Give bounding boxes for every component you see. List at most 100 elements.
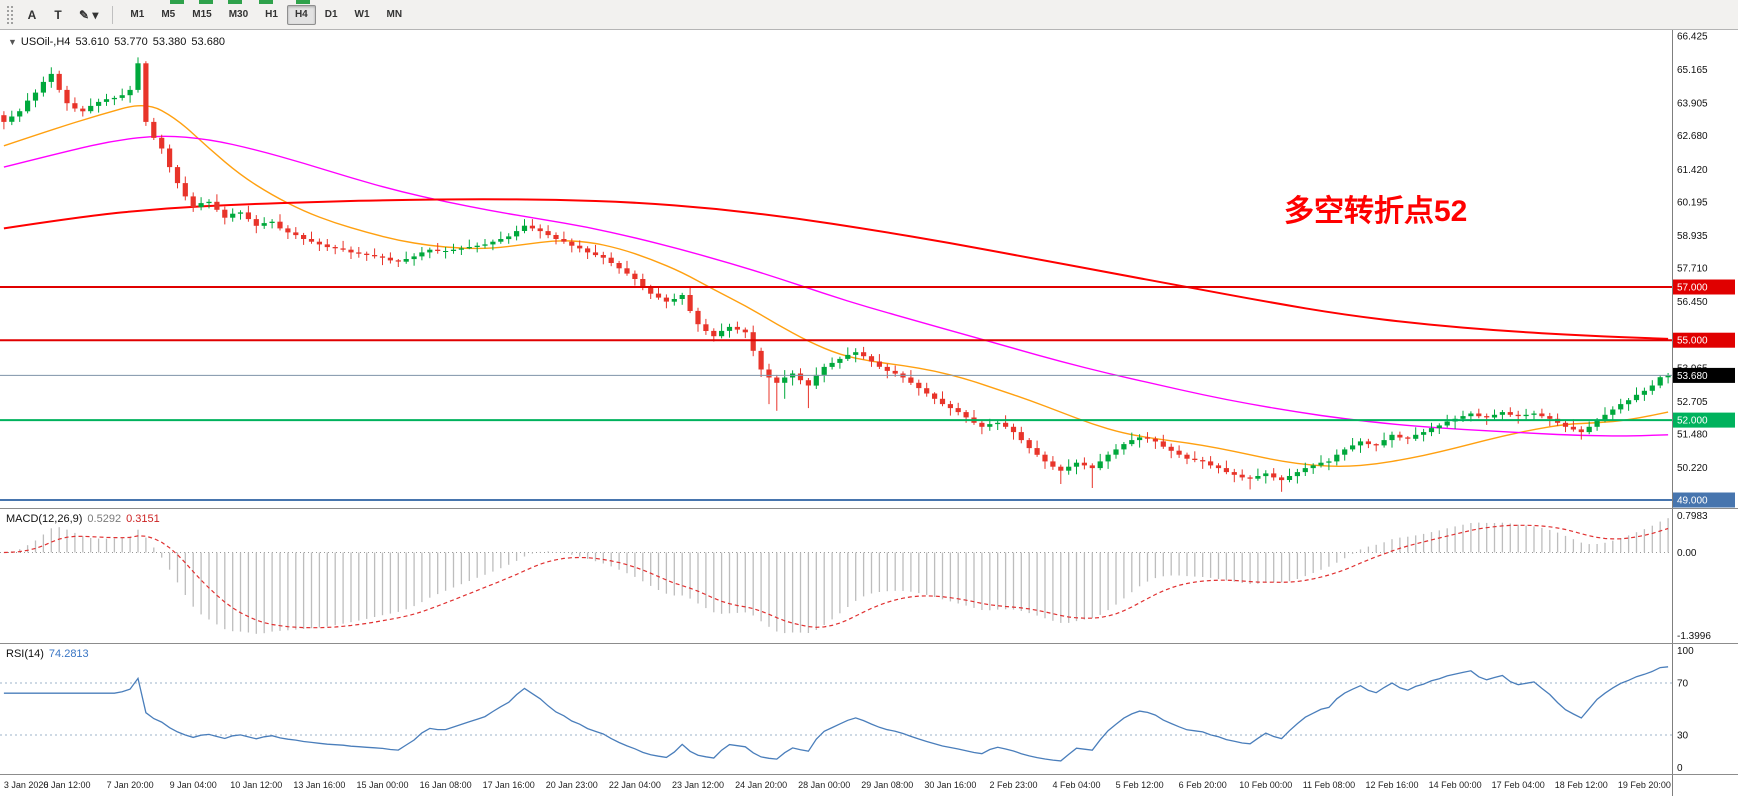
tool-text-button[interactable]: A <box>20 4 44 26</box>
candle-body <box>821 366 827 375</box>
macd-signal-line <box>3 524 1669 629</box>
candle-body <box>782 377 788 383</box>
time-axis-label: 3 Jan 2020 <box>4 780 49 790</box>
rsi-axis-label: 0 <box>1677 763 1683 774</box>
candle-body <box>1523 414 1529 417</box>
candle-body <box>48 73 54 82</box>
candle-body <box>1397 434 1403 438</box>
candle-body <box>1239 474 1245 478</box>
chart-canvas[interactable]: 66.425 65.165 63.905 62.680 61.420 60.195 58.9… <box>0 30 1738 796</box>
candle-body <box>1294 472 1300 477</box>
candle-body <box>600 255 606 258</box>
time-axis-label: 24 Jan 20:00 <box>735 780 787 790</box>
candle-body <box>561 239 567 242</box>
horizontal-lines-layer <box>0 286 1672 501</box>
candle-body <box>1484 416 1490 418</box>
ma-line-slow <box>3 198 1669 340</box>
candle-body <box>868 356 875 362</box>
tool-type-button[interactable]: T <box>46 4 70 26</box>
time-axis-label: 10 Jan 12:00 <box>230 780 282 790</box>
cropped-window-artifact <box>296 0 310 4</box>
candle-body <box>506 236 512 240</box>
candle-body <box>1657 377 1663 386</box>
macd-axis-label: 0.00 <box>1677 548 1697 559</box>
candle-body <box>987 424 993 427</box>
timeframe-button-m1[interactable]: M1 <box>122 5 152 25</box>
candle-body <box>1421 432 1427 435</box>
candle-body <box>419 252 425 257</box>
timeframe-button-m5[interactable]: M5 <box>153 5 183 25</box>
candle-body <box>1310 465 1316 469</box>
candle-body <box>861 352 867 357</box>
candle-body <box>269 221 275 223</box>
cropped-window-artifact <box>199 0 213 4</box>
timeframe-toolbar: M1 M5 M15 M30 H1 H4 D1 W1 MN <box>122 4 411 25</box>
price-axis-tick: 51.480 <box>1677 430 1708 441</box>
time-axis-label: 2 Feb 23:00 <box>989 780 1037 790</box>
rsi-line <box>3 666 1669 762</box>
candle-body <box>1413 434 1419 439</box>
candle-body <box>577 245 583 249</box>
ohlc-open: 53.610 <box>75 36 110 48</box>
time-axis-label: 11 Feb 08:00 <box>1303 780 1355 790</box>
candle-body <box>182 183 188 197</box>
price-label-box <box>1673 492 1735 508</box>
candle-body <box>1602 414 1608 421</box>
candle-body <box>1626 400 1632 405</box>
candle-body <box>301 235 307 239</box>
candle-body <box>135 63 141 90</box>
candle-body <box>119 95 125 98</box>
candle-body <box>127 89 133 96</box>
candle-body <box>585 248 591 253</box>
timeframe-button-mn[interactable]: MN <box>379 5 411 25</box>
timeframe-button-h1[interactable]: H1 <box>257 5 286 25</box>
candle-body <box>1073 462 1080 467</box>
candle-body <box>174 167 181 184</box>
macd-main-value: 0.5292 <box>87 513 122 525</box>
price-label-box <box>1673 332 1735 348</box>
chart-expand-icon[interactable]: ▼ <box>8 37 17 47</box>
candle-body <box>845 354 851 359</box>
candle-body <box>1436 425 1442 429</box>
candle-body <box>521 225 528 231</box>
candle-body <box>726 326 733 331</box>
candle-body <box>1334 454 1340 462</box>
ma-line-medium <box>3 135 1669 437</box>
candle-body <box>1097 461 1103 469</box>
candle-body <box>608 257 614 263</box>
candle-body <box>1326 461 1332 463</box>
price-axis-tick: 50.220 <box>1677 463 1708 474</box>
candle-body <box>450 249 457 251</box>
timeframe-button-h4[interactable]: H4 <box>286 4 316 25</box>
price-axis-tick: 60.195 <box>1677 197 1708 208</box>
candle-body <box>1578 429 1584 433</box>
candle-body <box>458 248 464 250</box>
timeframe-button-d1[interactable]: D1 <box>317 5 346 25</box>
time-axis-label: 9 Jan 04:00 <box>170 780 217 790</box>
candle-body <box>427 249 433 253</box>
chart-title: ▼ USOil-,H4 53.610 53.770 53.380 53.680 <box>8 36 230 48</box>
time-axis-label: 17 Feb 04:00 <box>1492 780 1545 790</box>
timeframe-button-w1[interactable]: W1 <box>347 5 378 25</box>
tool-drawings-button[interactable]: ✎ ▾ <box>72 4 105 26</box>
chart-text-annotation[interactable]: 多空转折点52 <box>1284 195 1468 228</box>
candle-body <box>569 241 575 246</box>
candle-body <box>1649 385 1655 391</box>
candle-body <box>1223 468 1229 473</box>
candle-body <box>1570 426 1576 430</box>
rsi-name: RSI(14) <box>6 648 44 660</box>
macd-signal-value: 0.3151 <box>126 513 160 525</box>
candle-body <box>403 259 409 262</box>
candle-body <box>411 256 417 260</box>
price-axis-tick: 66.425 <box>1677 32 1708 43</box>
timeframe-button-m15[interactable]: M15 <box>184 5 219 25</box>
candle-body <box>253 219 259 226</box>
toolbar-grip[interactable] <box>6 4 13 25</box>
candle-body <box>435 249 441 251</box>
timeframe-button-m30[interactable]: M30 <box>221 5 256 25</box>
time-axis-label: 16 Jan 08:00 <box>420 780 472 790</box>
candle-body <box>1050 461 1056 467</box>
candle-body <box>663 297 669 302</box>
candle-body <box>979 422 985 427</box>
candle-body <box>1562 422 1569 427</box>
